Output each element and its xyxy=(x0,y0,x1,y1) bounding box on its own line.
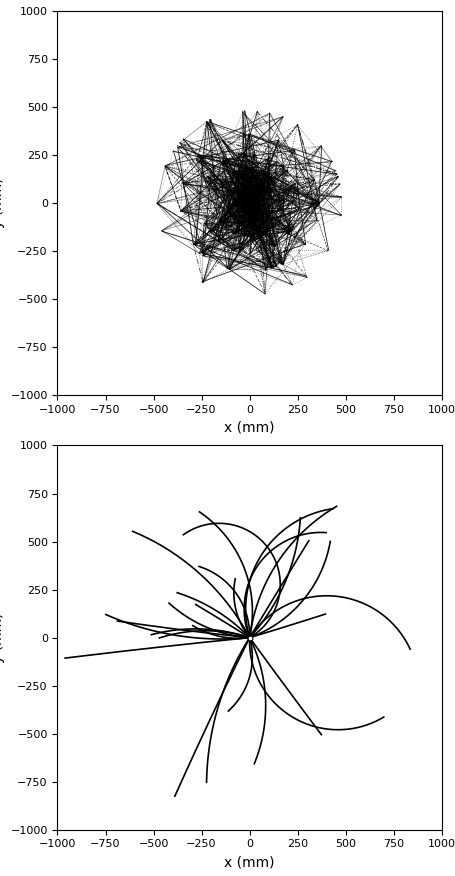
Y-axis label: y (mm): y (mm) xyxy=(0,178,5,229)
X-axis label: x (mm): x (mm) xyxy=(224,855,274,869)
X-axis label: x (mm): x (mm) xyxy=(224,420,274,434)
Y-axis label: y (mm): y (mm) xyxy=(0,612,5,663)
